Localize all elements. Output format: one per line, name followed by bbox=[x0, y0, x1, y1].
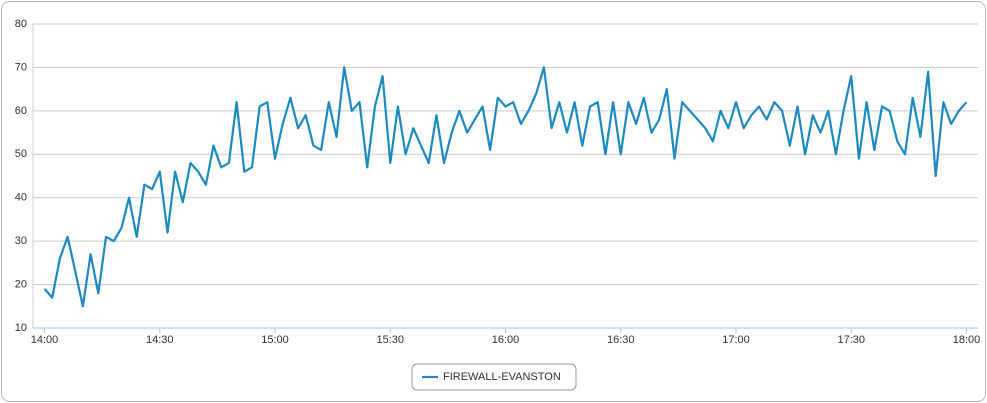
legend-label: FIREWALL-EVANSTON bbox=[443, 371, 561, 383]
y-tick-label: 60 bbox=[15, 105, 27, 117]
x-tick-label: 17:00 bbox=[722, 334, 750, 346]
x-tick-label: 15:30 bbox=[376, 334, 404, 346]
x-tick-label: 14:00 bbox=[31, 334, 59, 346]
y-tick-label: 40 bbox=[15, 192, 27, 204]
y-tick-label: 20 bbox=[15, 278, 27, 290]
legend-box bbox=[411, 363, 577, 391]
y-tick-label: 80 bbox=[15, 18, 27, 30]
y-tick-label: 10 bbox=[15, 322, 27, 334]
y-tick-label: 70 bbox=[15, 61, 27, 73]
x-tick-label: 16:30 bbox=[607, 334, 635, 346]
x-tick-label: 18:00 bbox=[953, 334, 981, 346]
x-tick-label: 15:00 bbox=[261, 334, 289, 346]
series-line bbox=[43, 66, 968, 308]
y-tick-label: 50 bbox=[15, 148, 27, 160]
x-tick-label: 16:00 bbox=[492, 334, 520, 346]
legend[interactable]: FIREWALL-EVANSTON bbox=[411, 363, 577, 391]
x-tick-label: 14:30 bbox=[146, 334, 174, 346]
x-tick-label: 17:30 bbox=[837, 334, 865, 346]
y-tick-label: 30 bbox=[15, 235, 27, 247]
